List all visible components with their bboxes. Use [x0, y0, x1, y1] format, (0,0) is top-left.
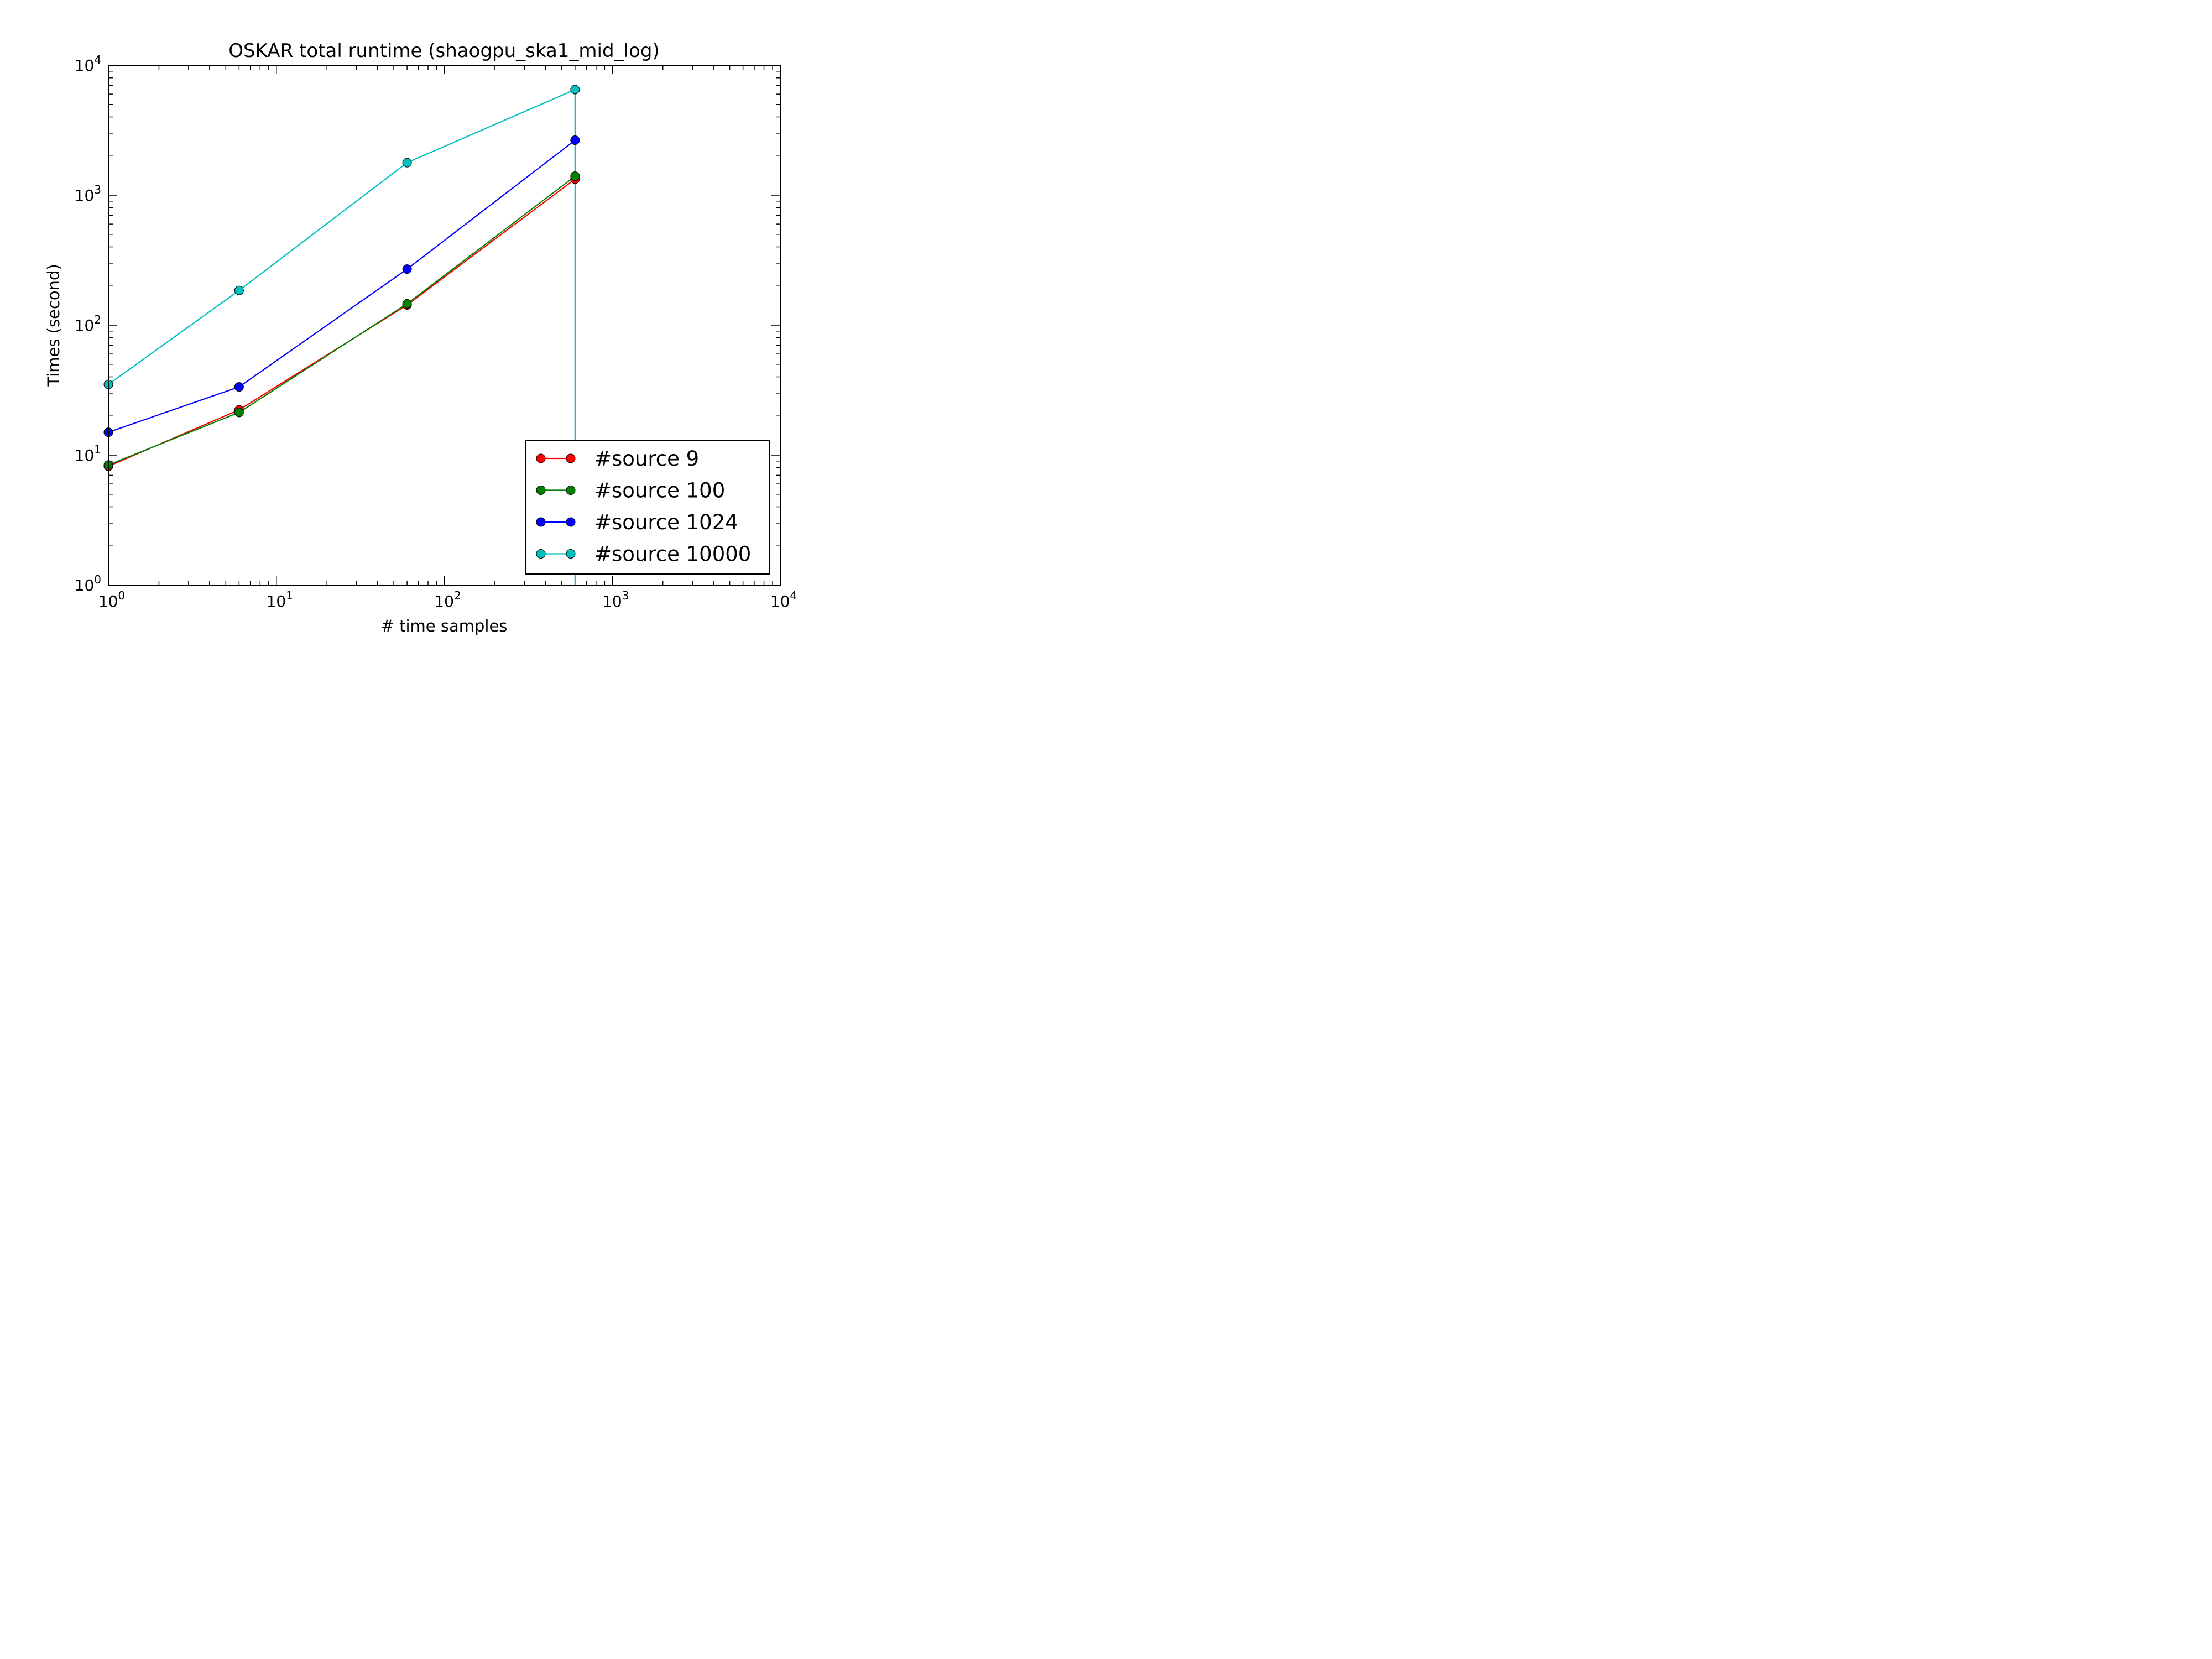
y-tick-label: 100	[75, 573, 101, 594]
legend-label: #source 1024	[594, 510, 738, 534]
y-tick-label: 102	[75, 313, 101, 335]
legend-marker	[536, 518, 545, 526]
legend: #source 9 #source 100 #source 1024 #source …	[525, 441, 769, 574]
legend-label: #source 100	[594, 479, 725, 503]
series-line	[108, 90, 575, 585]
plot-series	[108, 90, 575, 585]
legend-marker	[566, 518, 575, 526]
plot-markers	[104, 85, 580, 471]
data-point	[403, 265, 411, 274]
y-tick-labels: 100 101 102 103 104	[75, 53, 101, 594]
x-tick-label: 101	[267, 589, 293, 611]
data-point	[403, 299, 411, 308]
legend-marker	[566, 550, 575, 559]
series-line	[108, 176, 575, 465]
legend-label: #source 10000	[594, 542, 751, 566]
y-tick-label: 101	[75, 443, 101, 465]
x-tick-labels: 100 101 102 103 104	[98, 589, 797, 611]
legend-marker	[536, 550, 545, 559]
legend-marker	[566, 486, 575, 495]
data-point	[403, 158, 411, 167]
data-point	[234, 408, 243, 417]
data-point	[234, 383, 243, 392]
legend-marker	[536, 454, 545, 463]
legend-marker	[566, 454, 575, 463]
x-tick-label: 104	[770, 589, 797, 611]
data-point	[571, 85, 580, 94]
y-tick-label: 103	[75, 183, 101, 205]
series-line	[108, 179, 575, 466]
data-point	[571, 172, 580, 181]
chart-title: OSKAR total runtime (shaogpu_ska1_mid_lo…	[228, 40, 659, 62]
y-axis-label: Times (second)	[44, 264, 63, 387]
x-tick-label: 102	[434, 589, 461, 611]
series-line	[108, 140, 575, 432]
data-point	[571, 136, 580, 145]
x-tick-label: 100	[98, 589, 125, 611]
chart: OSKAR total runtime (shaogpu_ska1_mid_lo…	[0, 0, 855, 641]
y-tick-label: 104	[75, 53, 101, 75]
data-point	[234, 286, 243, 295]
legend-label: #source 9	[594, 447, 699, 471]
legend-marker	[536, 486, 545, 495]
x-tick-label: 103	[602, 589, 629, 611]
x-axis-label: # time samples	[381, 617, 508, 635]
